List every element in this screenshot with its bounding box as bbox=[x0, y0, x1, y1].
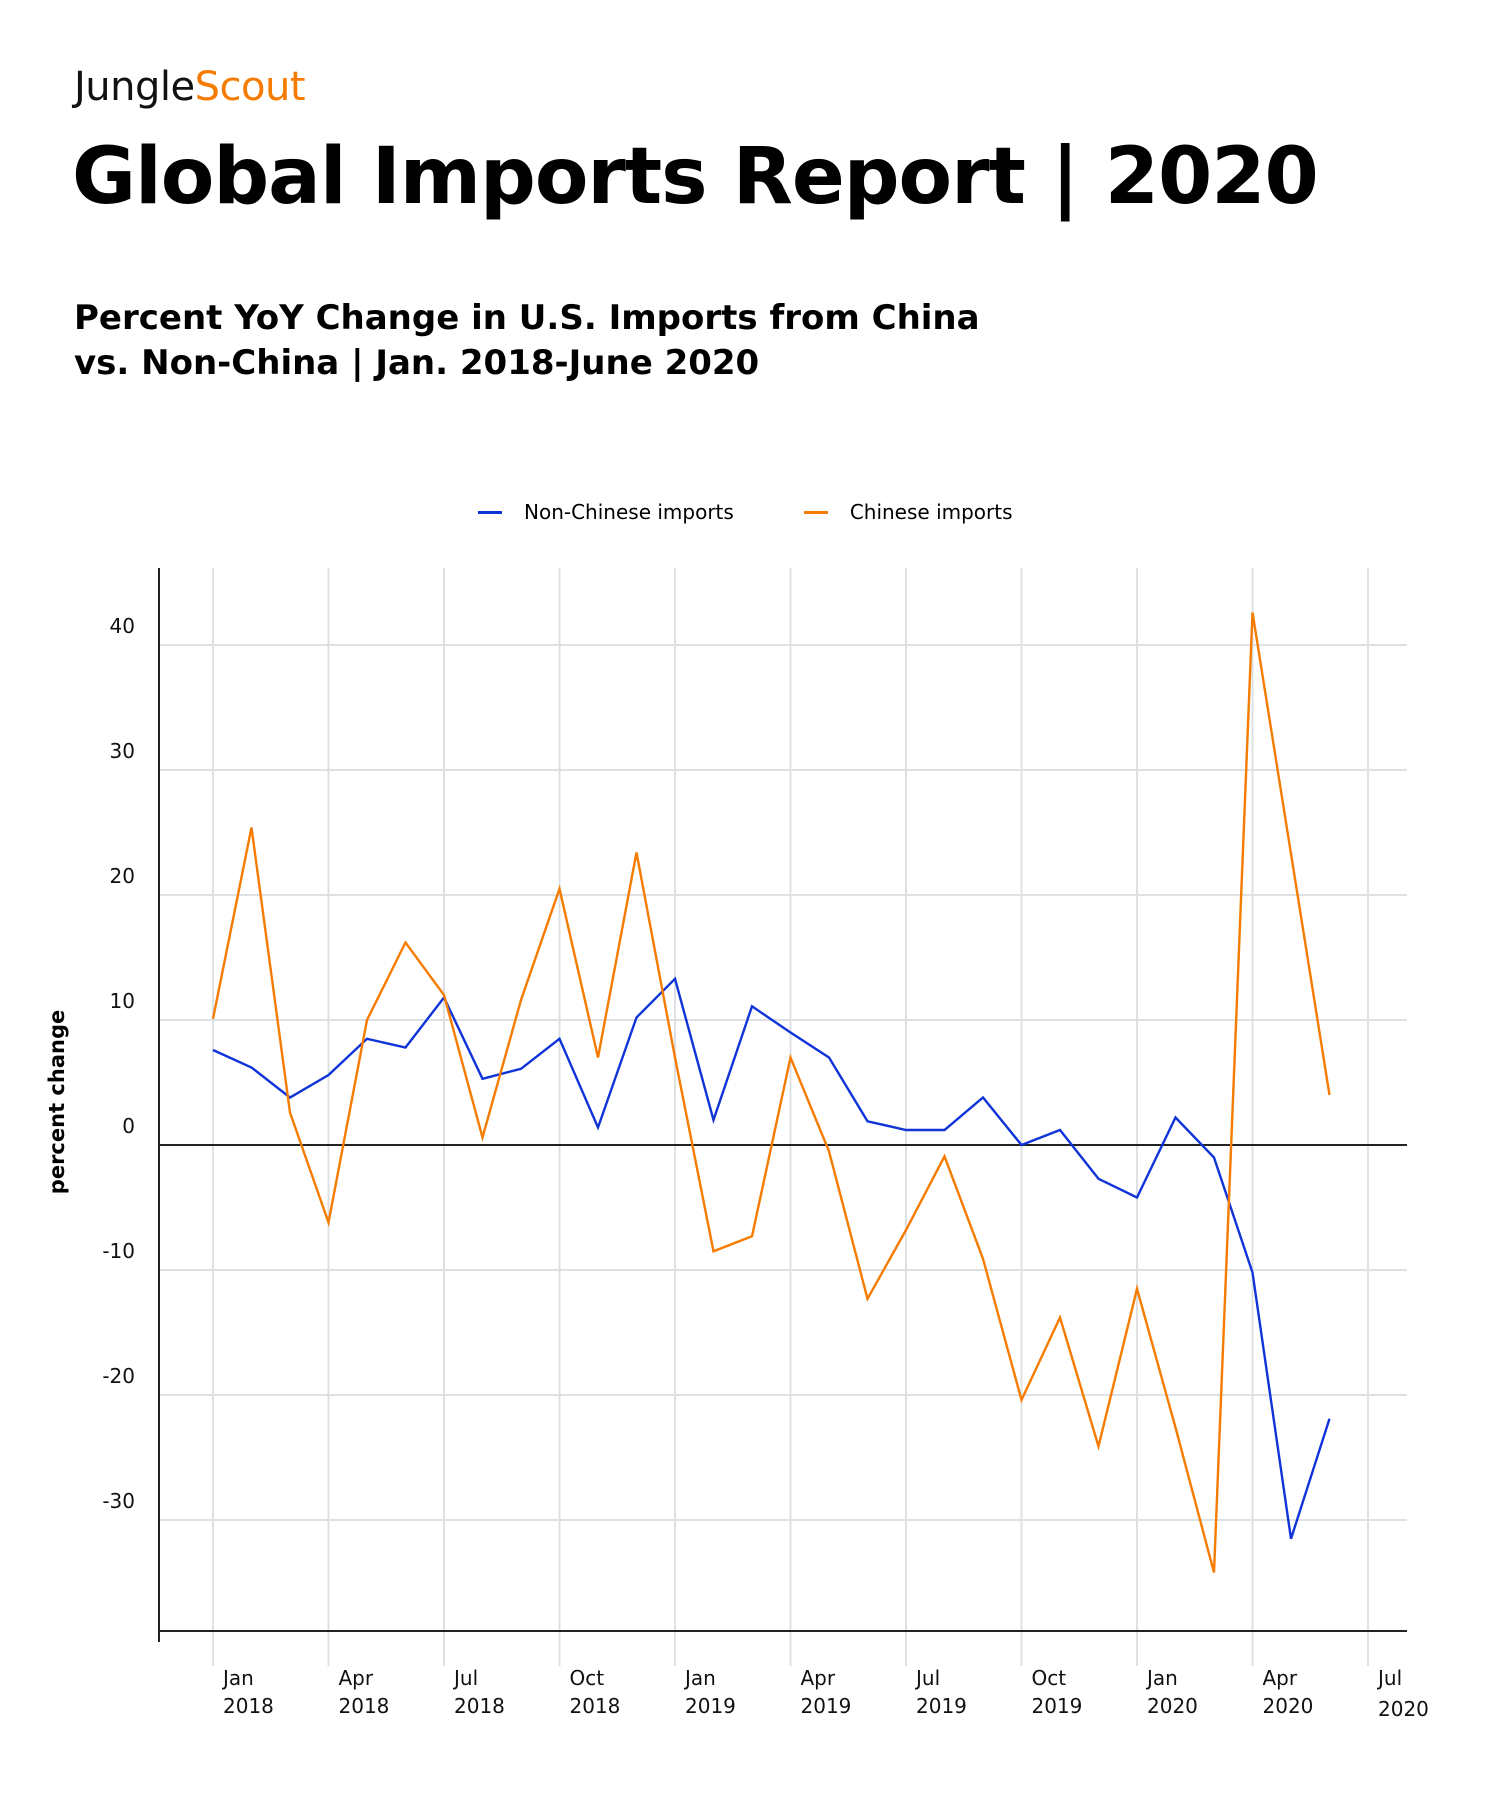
x-tick-label-year: 2019 bbox=[801, 1694, 852, 1718]
series-lines bbox=[213, 613, 1330, 1573]
x-tick-label-year: 2019 bbox=[1032, 1694, 1083, 1718]
x-tick-label-year: 2018 bbox=[223, 1694, 274, 1718]
y-tick-labels: 40 30 20 10 0 -10 -20 -30 bbox=[102, 614, 135, 1513]
x-tick-label-month: Apr bbox=[339, 1666, 374, 1690]
x-tick-label-month: Oct bbox=[1032, 1666, 1067, 1690]
y-tick-label: 10 bbox=[110, 989, 135, 1013]
x-tick-label-month: Apr bbox=[801, 1666, 836, 1690]
y-tick-label: -30 bbox=[102, 1489, 135, 1513]
series-line-chinese-imports bbox=[213, 613, 1330, 1573]
y-axis-label: percent change bbox=[45, 1010, 69, 1194]
x-tick-label-month: Jan bbox=[221, 1666, 254, 1690]
y-tick-label: 20 bbox=[110, 864, 135, 888]
horizontal-gridlines bbox=[159, 645, 1407, 1520]
y-tick-label: -20 bbox=[102, 1364, 135, 1388]
x-tick-label-year: 2019 bbox=[685, 1694, 736, 1718]
x-tick-label-year: 2020 bbox=[1147, 1694, 1198, 1718]
x-tick-label-month: Apr bbox=[1263, 1666, 1298, 1690]
x-tick-label-month: Jan bbox=[1145, 1666, 1178, 1690]
x-tick-label-year: 2018 bbox=[339, 1694, 390, 1718]
x-tick-label-year: 2020 bbox=[1263, 1694, 1314, 1718]
x-tick-label-month: Jul bbox=[452, 1666, 478, 1690]
x-tick-label-year: 2018 bbox=[454, 1694, 505, 1718]
x-tick-labels: Jan 2018 Apr 2018 Jul 2018 Oct 2018 Jan 2019 Apr 20… bbox=[221, 1666, 1429, 1721]
y-tick-label: -10 bbox=[102, 1239, 135, 1263]
x-tick-label-month: Jul bbox=[1376, 1666, 1402, 1690]
y-tick-label: 30 bbox=[110, 739, 135, 763]
axes bbox=[159, 568, 1407, 1642]
x-tick-label-month: Oct bbox=[570, 1666, 605, 1690]
x-tick-label-month: Jul bbox=[914, 1666, 940, 1690]
y-tick-label: 40 bbox=[110, 614, 135, 638]
y-tick-label: 0 bbox=[122, 1114, 135, 1138]
series-line-non-chinese-imports bbox=[213, 979, 1330, 1539]
x-tick-label-year: 2020 bbox=[1378, 1697, 1429, 1721]
x-tick-label-year: 2018 bbox=[570, 1694, 621, 1718]
x-tick-label-month: Jan bbox=[683, 1666, 716, 1690]
x-tick-label-year: 2019 bbox=[916, 1694, 967, 1718]
